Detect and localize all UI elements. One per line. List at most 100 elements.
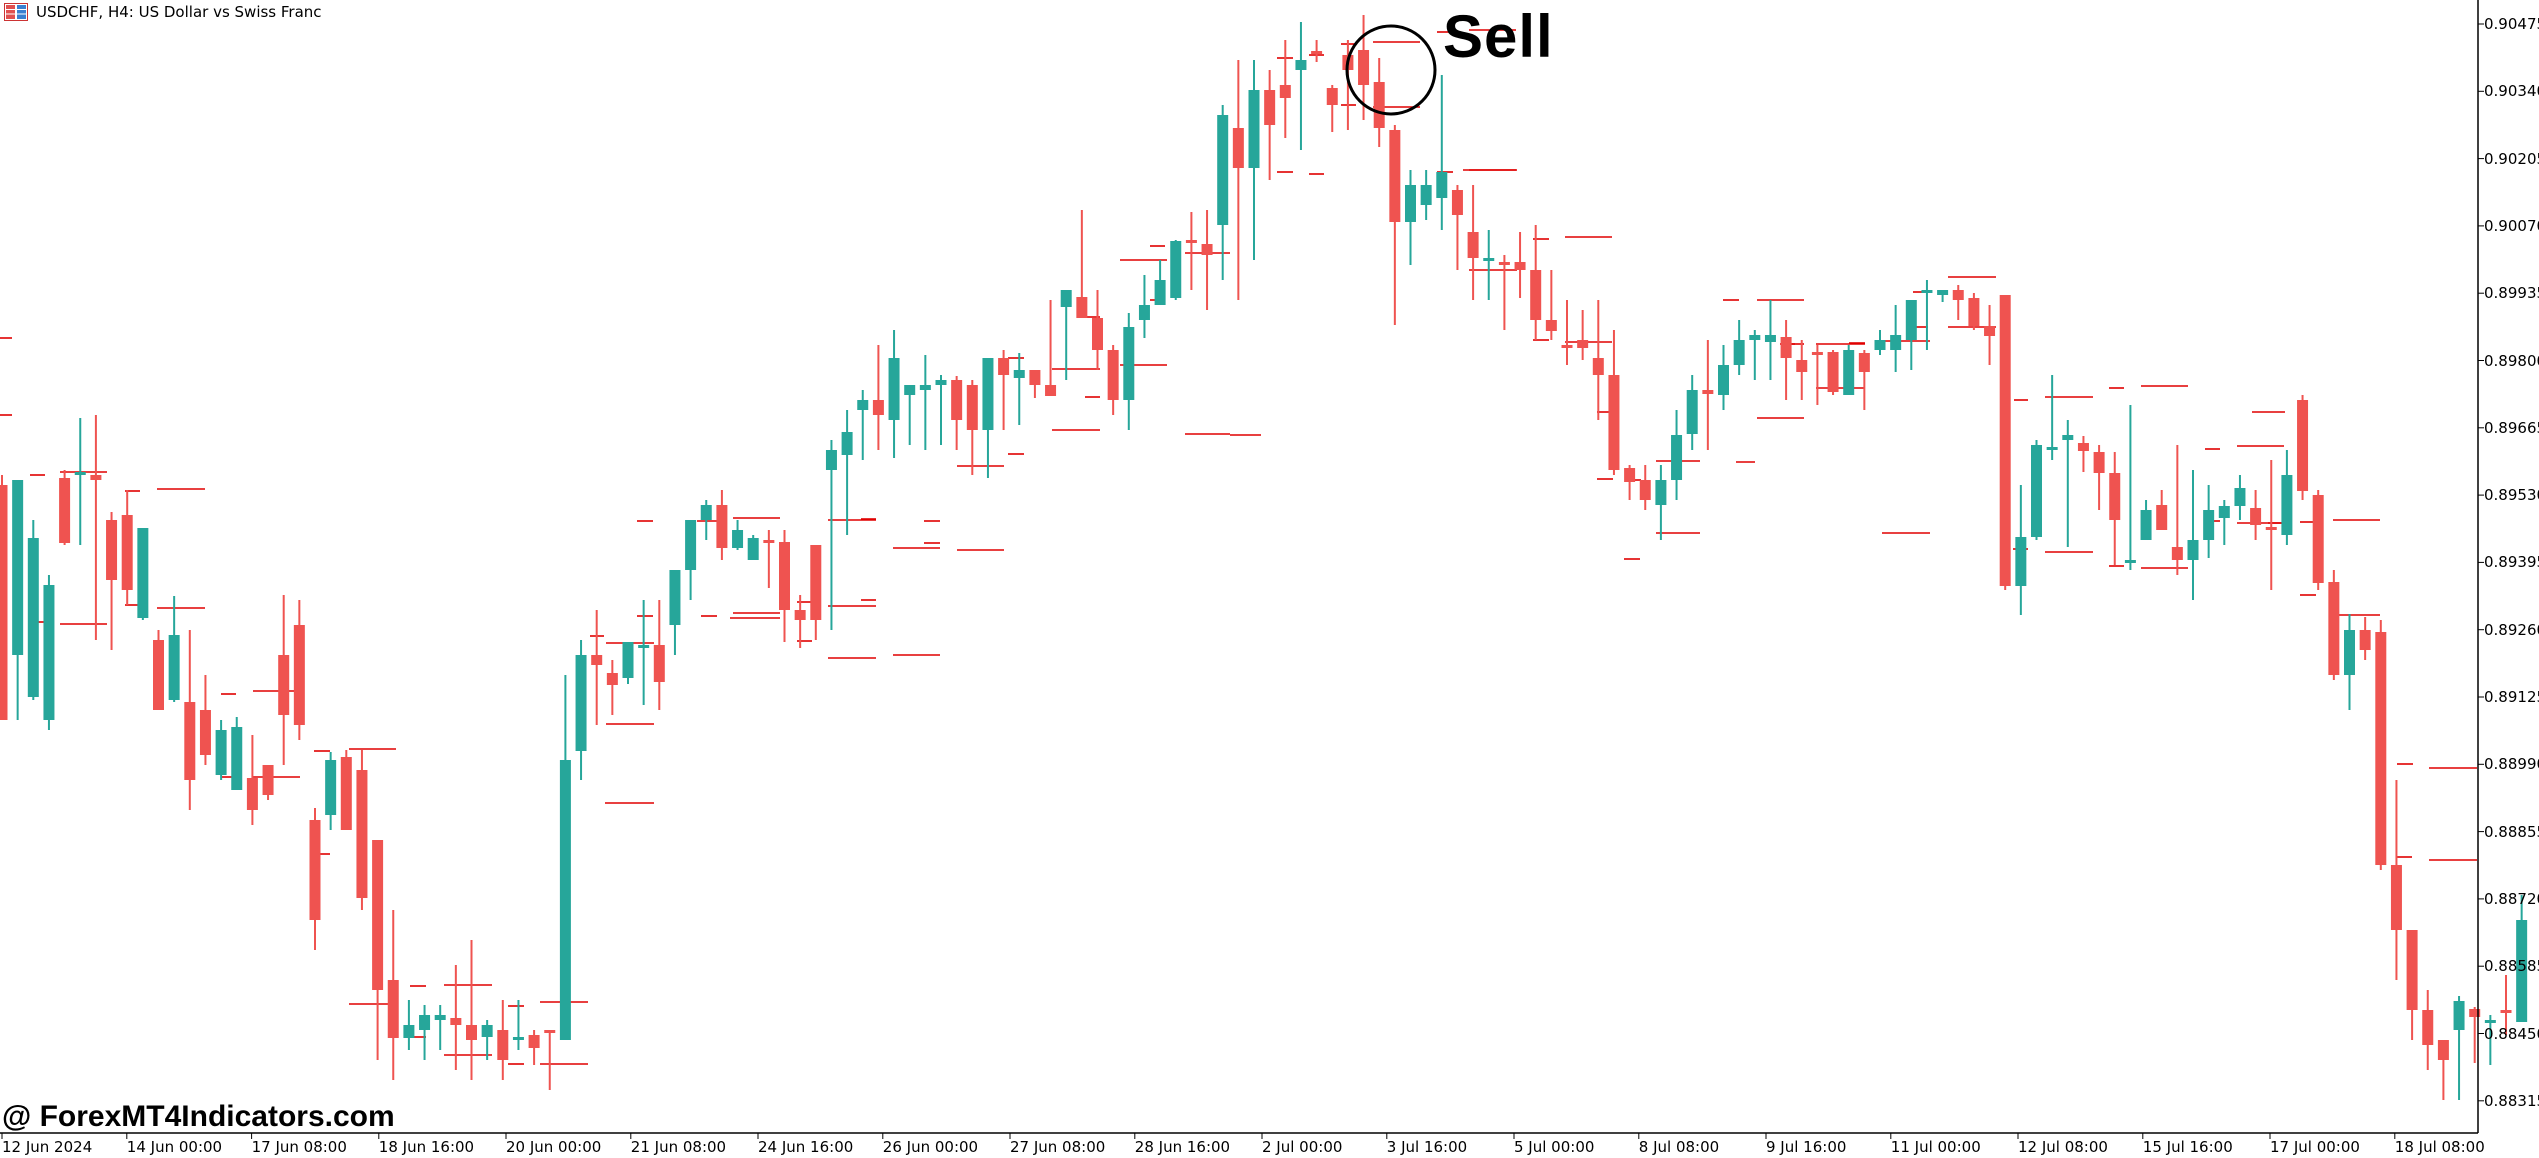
candle [90,415,102,640]
candle [2031,440,2042,540]
candle [1045,300,1057,396]
level-lines [0,29,2477,1065]
candle [2344,614,2355,710]
candle [1858,350,1870,410]
price-label: 0.89665 [2484,418,2539,437]
candle [1671,410,1683,500]
candle [591,610,603,725]
candle [1545,270,1557,340]
candle [1436,75,1448,230]
candle [559,675,571,1040]
candle [1264,70,1276,180]
candle [1029,370,1041,398]
candle [2281,450,2293,545]
candle [2156,490,2168,530]
candle [0,475,8,720]
time-label: 9 Jul 16:00 [1766,1138,1847,1156]
price-label: 0.88315 [2484,1091,2539,1110]
candle [2484,1015,2496,1065]
candle [1890,305,1902,372]
candle [1248,60,1260,260]
candle [2218,500,2230,545]
candle [1577,310,1589,360]
candle [2062,420,2074,547]
candle [1639,465,1651,510]
candle [2453,996,2465,1100]
candle [732,520,744,550]
candle [2422,990,2434,1070]
candle [841,410,853,535]
candle [12,480,24,720]
candle [951,376,963,450]
candle [325,752,337,830]
candle [2265,460,2277,590]
candle [1718,345,1729,410]
candle [1451,185,1463,270]
candle [747,535,759,560]
price-label: 0.90475 [2484,15,2539,33]
watermark: @ ForexMT4Indicators.com [2,1100,395,1133]
candle [2250,490,2262,540]
candle [653,600,665,710]
candle [1405,170,1416,265]
candle [575,640,587,780]
candle [2390,780,2402,980]
candle [1373,58,1385,147]
candle [857,390,869,460]
candle [1733,320,1745,375]
time-label: 8 Jul 08:00 [1638,1138,1720,1156]
candle [43,575,55,730]
time-label: 5 Jul 00:00 [1514,1138,1595,1156]
chart-title: USDCHF, H4: US Dollar vs Swiss Franc [36,3,322,21]
candle [199,675,211,765]
candle [1107,345,1119,415]
candle [1749,330,1761,380]
candle [966,380,978,475]
candle [1592,300,1604,420]
candle [1968,293,1980,330]
candle [1201,210,1213,310]
candle [825,440,837,630]
candle [340,750,352,830]
time-label: 24 Jun 16:00 [758,1138,854,1156]
candle [1295,22,1307,150]
candle [168,596,180,702]
candle [74,418,86,545]
candle [2437,1040,2449,1100]
candle [1702,340,1714,450]
candle [700,500,712,540]
candle [1561,300,1573,365]
candle [293,600,305,740]
candle [872,345,884,450]
candle [1076,210,1088,318]
candle [1655,465,1667,540]
candle [387,910,399,1080]
candle [2328,570,2340,680]
price-label: 0.89395 [2484,553,2539,572]
candle [1154,260,1166,305]
time-label: 26 Jun 00:00 [882,1138,979,1156]
candle [2234,475,2246,520]
time-label: 18 Jun 16:00 [378,1138,475,1156]
candle [1796,340,1808,400]
candle [763,530,775,588]
candle [1170,240,1182,300]
time-label: 3 Jul 16:00 [1386,1138,1468,1156]
candle [2093,445,2105,510]
chart-window-icon [4,3,28,21]
time-label: 12 Jul 08:00 [2018,1138,2108,1156]
candle [419,1005,431,1060]
candle [215,720,227,780]
candle [1311,40,1323,62]
candle [2516,895,2528,1022]
price-label: 0.88855 [2484,822,2539,841]
candle [1123,313,1135,430]
candle [1530,225,1542,340]
candle [1389,125,1401,325]
time-axis-ticks [1,1133,2396,1139]
candle [1874,330,1886,355]
